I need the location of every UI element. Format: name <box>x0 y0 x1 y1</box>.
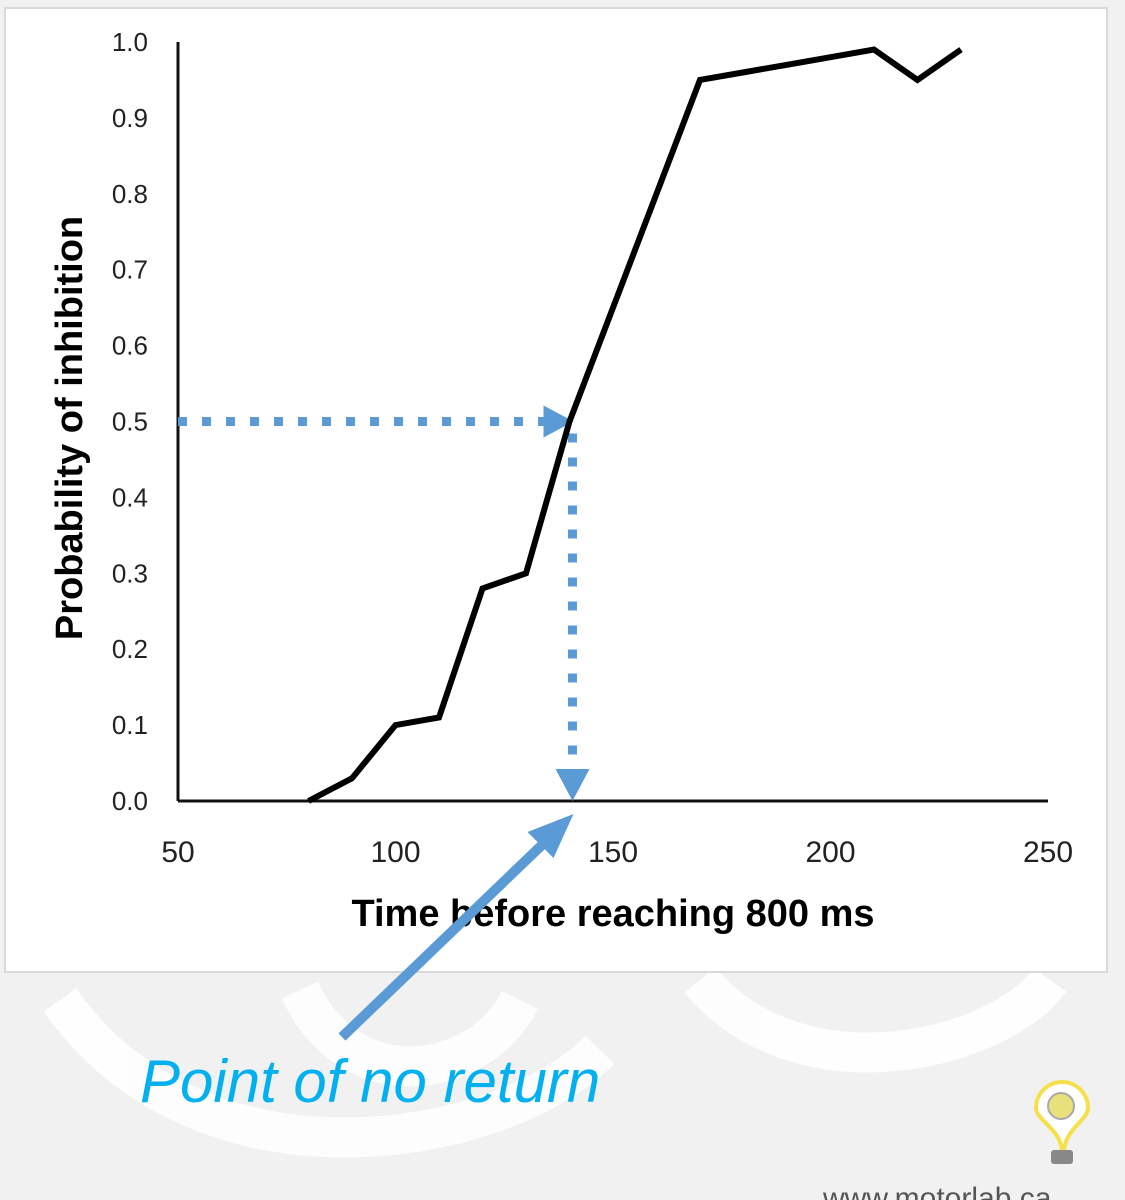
y-tick-label: 1.0 <box>112 27 148 57</box>
footer-url: www.motorlab.ca <box>822 1182 1052 1200</box>
y-tick-label: 0.3 <box>112 558 148 588</box>
series-group <box>307 46 963 804</box>
x-tick-label: 250 <box>1023 836 1073 869</box>
y-tick-label: 0.8 <box>112 179 148 209</box>
y-axis-label: Probability of inhibition <box>49 216 91 640</box>
annotation-text: Point of no return <box>140 1048 600 1115</box>
x-tick-label: 200 <box>805 836 855 869</box>
arrowhead-right-icon <box>543 405 574 438</box>
y-tick-label: 0.0 <box>112 786 148 816</box>
reference-lines <box>178 405 590 801</box>
x-axis-label: Time before reaching 800 ms <box>351 893 874 935</box>
y-tick-label: 0.5 <box>112 407 148 437</box>
annotation-arrow-line <box>338 828 559 1041</box>
y-tick-label: 0.6 <box>112 331 148 361</box>
y-tick-label: 0.2 <box>112 634 148 664</box>
y-tick-labels: 0.0 0.1 0.2 0.3 0.4 0.5 0.6 0.7 0.8 0.9 1.0 <box>112 27 148 816</box>
y-tick-label: 0.7 <box>112 255 148 285</box>
background-swirls <box>43 966 1067 1158</box>
y-tick-label: 0.4 <box>112 482 148 512</box>
x-tick-label: 150 <box>588 836 638 869</box>
chart-panel <box>4 7 1108 973</box>
arrowhead-down-icon <box>555 769 590 801</box>
series-line <box>307 46 963 804</box>
annotation <box>338 814 574 1041</box>
annotation-arrowhead-icon <box>527 814 574 858</box>
x-tick-labels: 50 100 150 200 250 <box>161 836 1073 869</box>
y-tick-label: 0.9 <box>112 103 148 133</box>
lightbulb-brain-logo <box>1033 1080 1091 1164</box>
y-tick-label: 0.1 <box>112 710 148 740</box>
x-tick-label: 50 <box>161 836 194 869</box>
x-tick-label: 100 <box>370 836 420 869</box>
